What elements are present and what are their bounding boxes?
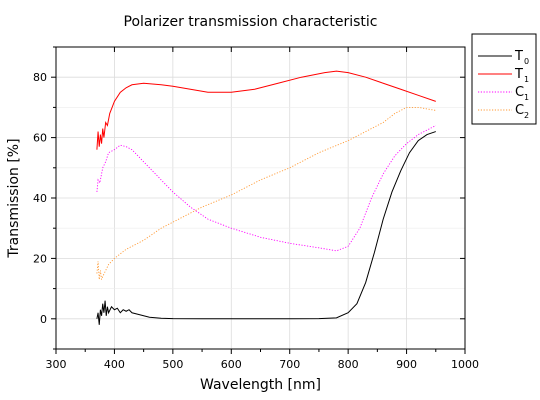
y-axis-title: Transmission [%]	[6, 138, 22, 258]
legend-label-subscript: 0	[524, 57, 529, 66]
y-tick-label: 60	[33, 132, 47, 145]
y-tick-label: 80	[33, 71, 47, 84]
x-tick-label: 400	[104, 358, 125, 371]
legend-label: T	[514, 67, 523, 82]
x-tick-label: 1000	[451, 358, 479, 371]
legend-label-subscript: 2	[524, 111, 529, 120]
series-lines	[96, 70, 436, 325]
series-line-t1	[96, 70, 436, 150]
x-tick-label: 500	[162, 358, 183, 371]
legend-label: T	[514, 49, 523, 64]
chart-title: Polarizer transmission characteristic	[124, 14, 378, 30]
x-tick-label: 800	[338, 358, 359, 371]
series-line-c1	[96, 125, 436, 252]
x-tick-label: 700	[279, 358, 300, 371]
series-line-c2	[96, 106, 436, 280]
y-tick-label: 40	[33, 192, 47, 205]
legend-box	[471, 33, 537, 125]
legend-label: C	[515, 103, 524, 118]
legend: T 0T 1C 1C 2	[471, 33, 537, 125]
y-tick-label: 20	[33, 252, 47, 265]
x-tick-label: 300	[46, 358, 67, 371]
series-line-t0	[96, 131, 436, 325]
grid-lines	[55, 46, 466, 350]
y-tick-label: 0	[40, 313, 47, 326]
legend-label-subscript: 1	[524, 75, 529, 84]
legend-label-subscript: 1	[524, 93, 529, 102]
x-axis-title: Wavelength [nm]	[200, 377, 321, 393]
axis-ticks: 300 400 500 600 700 800 900 1000 0 20 40 60 80	[33, 46, 479, 371]
x-tick-label: 600	[221, 358, 242, 371]
x-tick-label: 900	[396, 358, 417, 371]
legend-label: C	[515, 85, 524, 100]
